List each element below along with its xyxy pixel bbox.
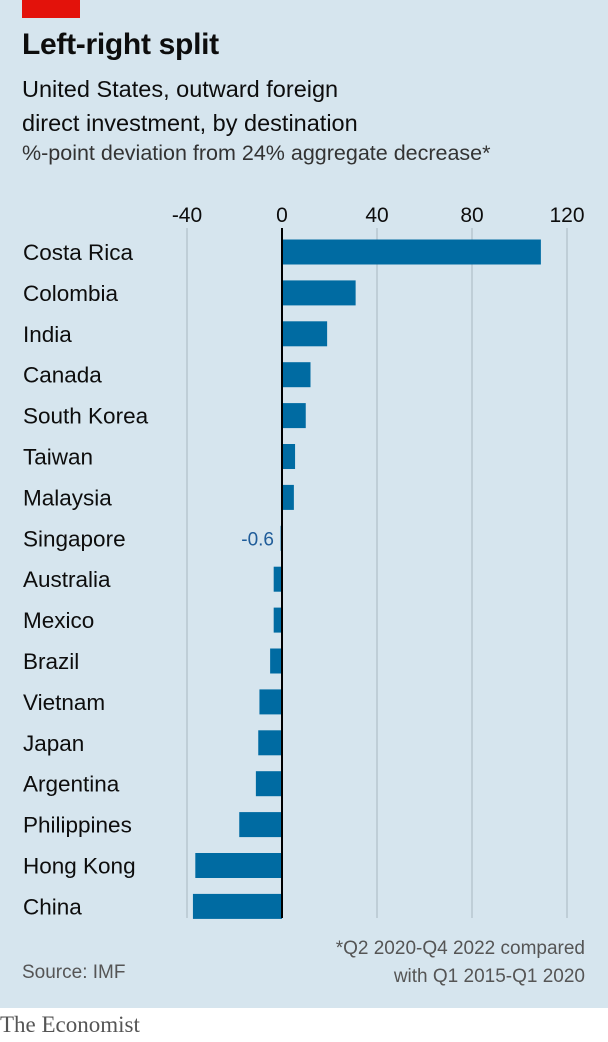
category-label: Philippines <box>23 813 132 838</box>
category-label: Vietnam <box>23 690 105 715</box>
category-label: Australia <box>23 567 111 592</box>
brand-red-tag <box>22 0 80 18</box>
bar <box>282 444 296 469</box>
bar <box>273 607 282 633</box>
category-label: China <box>23 894 82 919</box>
footnote-line-2: with Q1 2015-Q1 2020 <box>393 966 585 987</box>
bar <box>192 893 282 919</box>
chart-panel <box>0 0 608 1008</box>
bar <box>282 403 306 429</box>
bar <box>282 484 294 510</box>
category-label: Taiwan <box>23 445 93 470</box>
category-label: Japan <box>23 731 84 756</box>
bar <box>258 730 282 756</box>
category-label: Hong Kong <box>23 854 136 879</box>
category-label: South Korea <box>23 404 149 429</box>
footnote-line-1: *Q2 2020-Q4 2022 compared <box>335 938 585 959</box>
bar <box>239 812 282 838</box>
source-note: Source: IMF <box>22 962 126 983</box>
category-label: Singapore <box>23 526 126 551</box>
bar <box>270 648 282 674</box>
bar <box>195 853 282 878</box>
chart-title: Left-right split <box>22 28 219 61</box>
bar <box>255 771 282 797</box>
x-tick-label: 80 <box>460 204 483 227</box>
category-label: Costa Rica <box>23 240 134 265</box>
data-label: -0.6 <box>241 529 274 550</box>
bar <box>259 689 282 715</box>
category-label: Argentina <box>23 772 120 797</box>
category-label: Mexico <box>23 608 94 633</box>
bar <box>273 566 282 592</box>
chart-note: %-point deviation from 24% aggregate dec… <box>22 141 491 165</box>
category-label: Canada <box>23 363 102 388</box>
category-label: Brazil <box>23 649 79 674</box>
bar-chart: -40 0 40 80 120 Costa Rica Colombia India Canada… <box>23 204 585 919</box>
subtitle-line-1: United States, outward foreign <box>22 76 339 102</box>
brand-wordmark: The Economist <box>0 1012 140 1037</box>
x-tick-label: 120 <box>549 204 584 227</box>
category-label: India <box>23 322 72 347</box>
subtitle-line-2: direct investment, by destination <box>22 110 358 136</box>
chart-subtitle: United States, outward foreign direct in… <box>22 72 582 140</box>
bar <box>282 362 311 388</box>
bar <box>282 280 356 306</box>
bar <box>282 239 541 265</box>
category-label: Malaysia <box>23 485 112 510</box>
footnote: *Q2 2020-Q4 2022 compared with Q1 2015-Q… <box>336 935 585 991</box>
bar <box>282 321 328 347</box>
x-tick-label: 40 <box>365 204 388 227</box>
x-tick-label: 0 <box>276 204 288 227</box>
x-tick-label: -40 <box>172 204 202 227</box>
category-label: Colombia <box>23 281 119 306</box>
